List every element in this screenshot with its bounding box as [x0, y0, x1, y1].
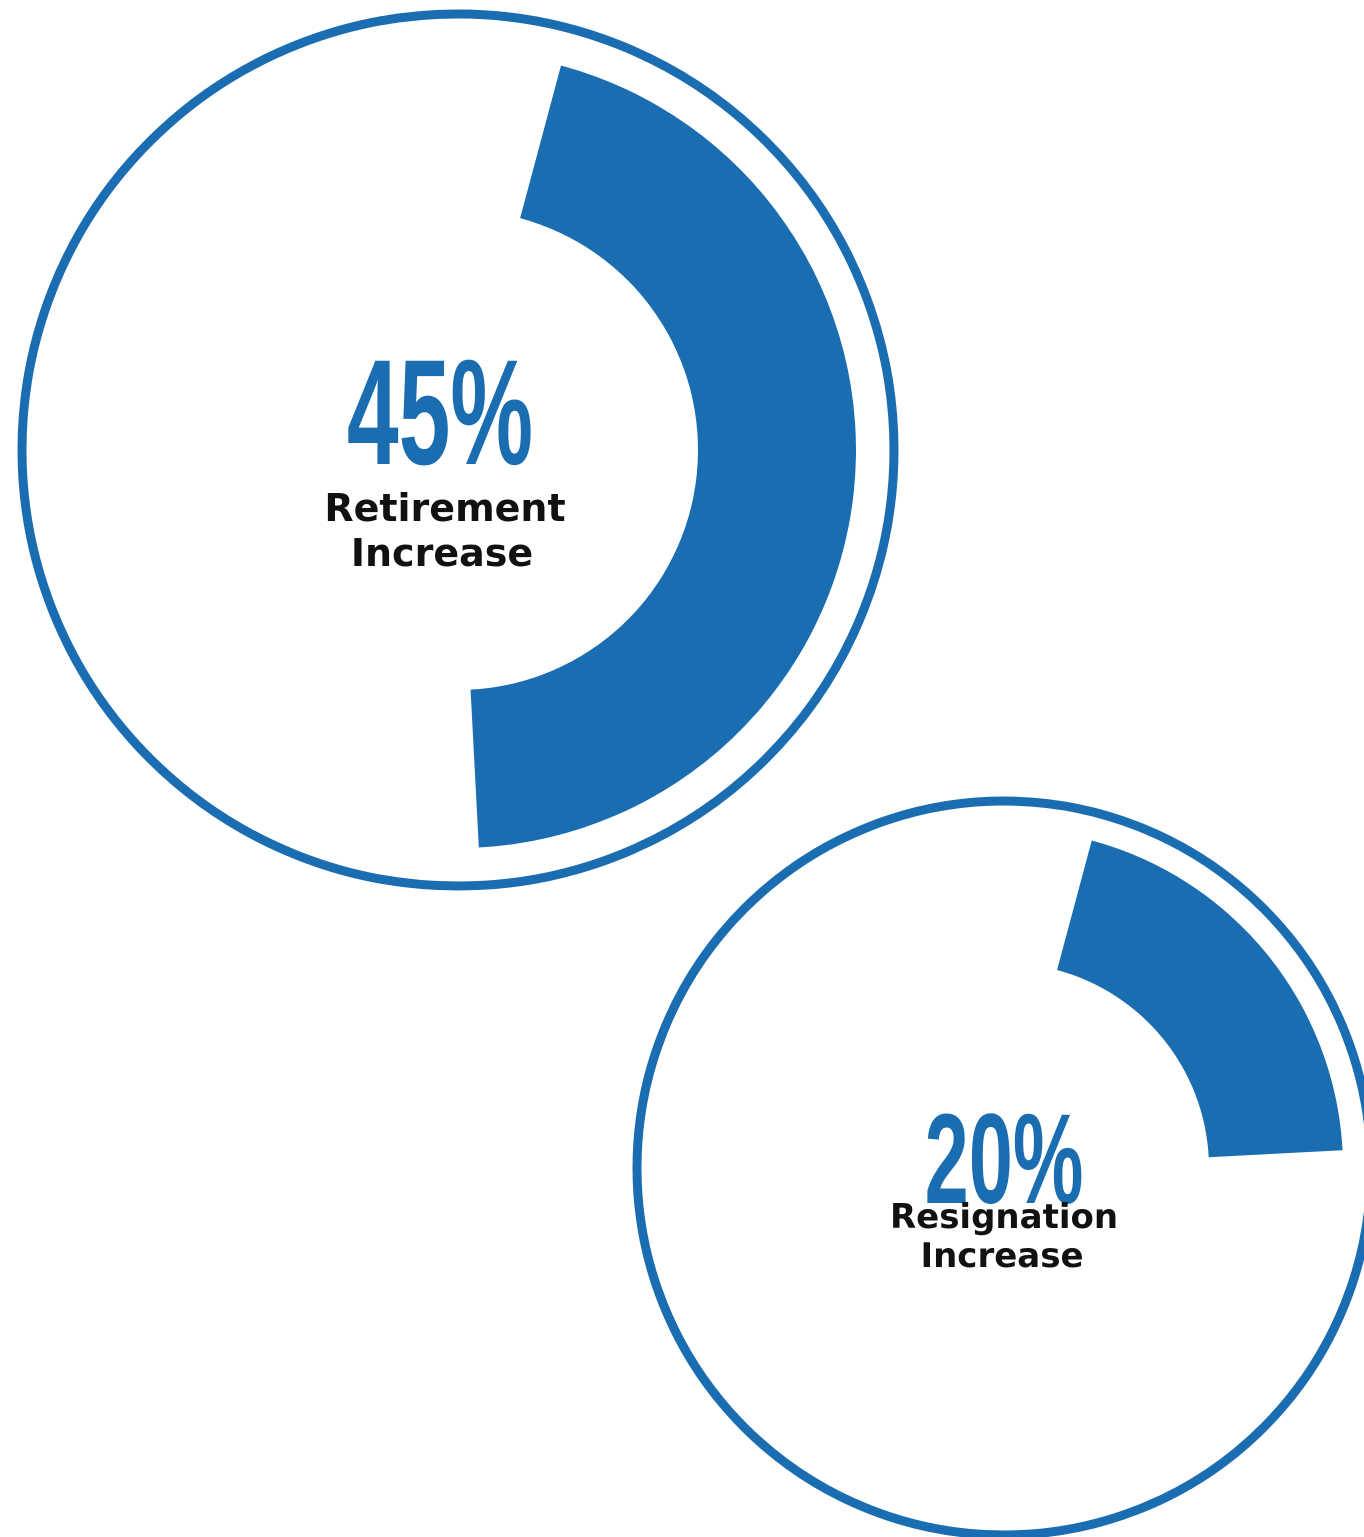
retirement-gauge: 45% Retirement Increase	[17, 9, 899, 891]
resignation-outer-ring	[632, 796, 1364, 1537]
retirement-progress-arc	[470, 65, 856, 848]
resignation-label-line-2: Increase	[920, 1236, 1083, 1276]
resignation-progress-arc	[1057, 840, 1343, 1158]
retirement-outer-ring	[17, 9, 899, 891]
retirement-label-line-2: Increase	[351, 531, 533, 575]
retirement-label-line-1: Retirement	[324, 486, 565, 530]
retirement-percent: 45%	[347, 329, 533, 496]
resignation-gauge: 20% Resignation Increase	[632, 796, 1364, 1537]
resignation-label-line-1: Resignation	[890, 1197, 1118, 1237]
resignation-percent: 20%	[925, 1088, 1084, 1231]
